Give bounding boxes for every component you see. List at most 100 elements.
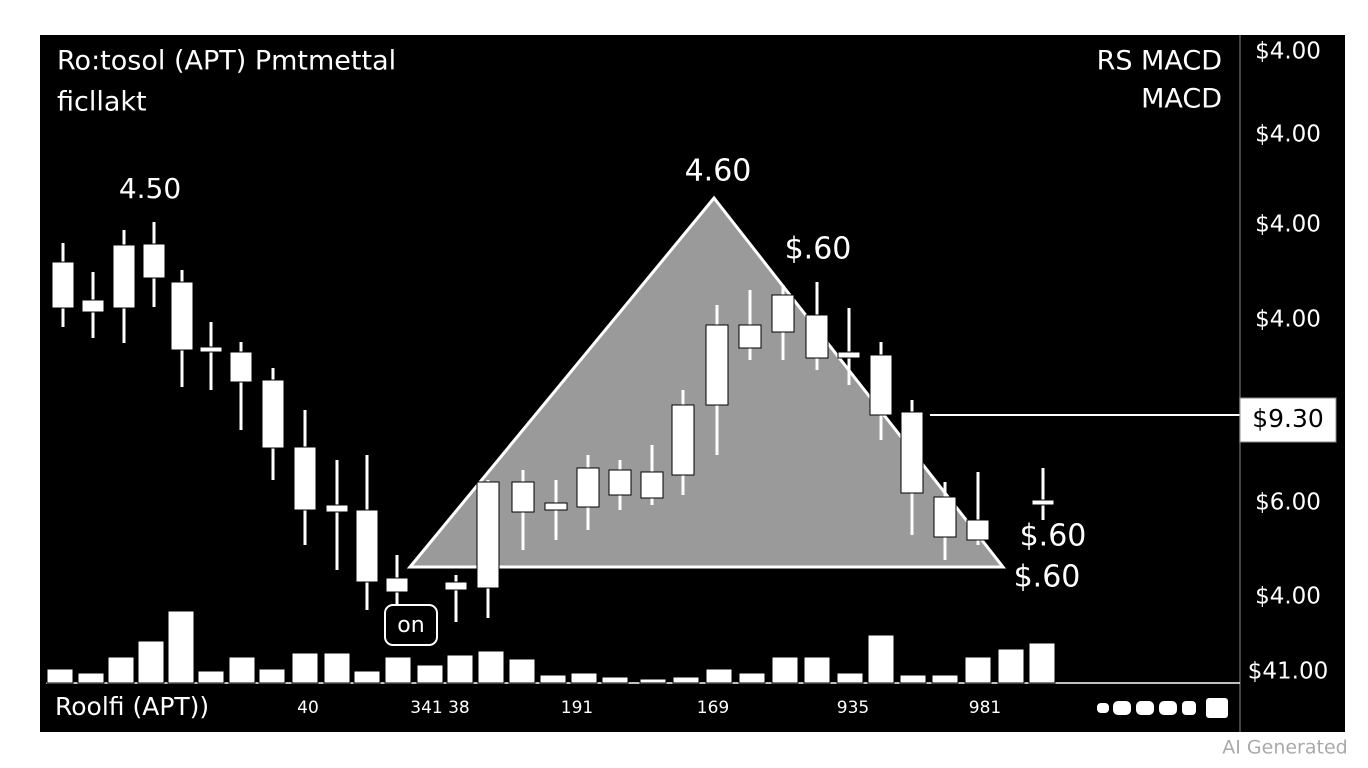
- annotation: $.60: [785, 232, 852, 267]
- candle-body: [81, 299, 105, 313]
- candle-body: [142, 243, 166, 279]
- volume-bar: [228, 656, 256, 684]
- x-label: 40: [297, 698, 319, 718]
- volume-bar: [803, 656, 831, 684]
- icon: [1159, 701, 1177, 715]
- annotation: 4.60: [685, 154, 752, 189]
- candle-body: [805, 314, 829, 359]
- volume-bar: [771, 656, 799, 684]
- price-label: $4.00: [1255, 584, 1321, 610]
- price-label: $4.00: [1255, 122, 1321, 148]
- candle-body: [869, 354, 893, 416]
- badge-box: [384, 604, 438, 646]
- volume-bar: [291, 652, 319, 684]
- volume-bar: [705, 668, 733, 684]
- candle-body: [837, 351, 861, 359]
- candle-body: [261, 379, 285, 449]
- price-axis: $4.00 $4.00 $4.00 $4.00 $9.30 $6.00 $4.00 $41.0…: [1248, 39, 1328, 685]
- volume-bar: [931, 674, 959, 684]
- volume-bar: [964, 656, 992, 684]
- price-label: $6.00: [1255, 490, 1321, 516]
- watermark: AI Generated: [1222, 737, 1347, 759]
- x-label: 169: [697, 698, 729, 718]
- volume-bar: [672, 676, 700, 684]
- volume-bar: [107, 656, 135, 684]
- volume-bar: [477, 650, 505, 684]
- volume-bars: [46, 610, 1056, 684]
- candle-body: [544, 502, 568, 511]
- volume-bar: [508, 658, 536, 684]
- x-label: 191: [561, 698, 593, 718]
- candle-body: [671, 404, 695, 476]
- icon: [1097, 703, 1109, 713]
- candle-body: [705, 324, 729, 406]
- candle-body: [933, 496, 957, 538]
- candle-body: [444, 581, 468, 591]
- volume-bar: [836, 672, 864, 684]
- candle-body: [476, 481, 500, 589]
- volume-bar: [167, 610, 195, 684]
- icon: [1113, 701, 1131, 715]
- volume-bar: [77, 672, 105, 684]
- volume-bar: [137, 640, 165, 684]
- volume-bar: [738, 672, 766, 684]
- price-label: $9.30: [1252, 404, 1324, 433]
- volume-bar: [46, 668, 74, 684]
- candle-body: [640, 471, 664, 499]
- volume-bar: [899, 674, 927, 684]
- volume-bar: [323, 652, 351, 684]
- volume-bar: [539, 674, 567, 684]
- volume-bar: [197, 670, 225, 684]
- volume-bar: [384, 656, 412, 684]
- candle-body: [325, 504, 349, 513]
- icon: [1136, 701, 1154, 715]
- volume-bar: [639, 678, 667, 684]
- price-label: $4.00: [1255, 39, 1321, 65]
- candle-body: [385, 577, 409, 593]
- candle-body: [771, 294, 795, 333]
- price-label: $4.00: [1255, 307, 1321, 333]
- indicator: MACD: [1141, 84, 1222, 115]
- candle-body: [900, 411, 924, 494]
- candle-body: [355, 509, 379, 583]
- x-label: 935: [837, 698, 869, 718]
- volume-bar: [446, 654, 474, 684]
- candle-body: [576, 467, 600, 508]
- volume-bar: [416, 664, 444, 684]
- candle-body: [51, 261, 75, 309]
- x-label: 341 38: [410, 698, 469, 718]
- subtitle: ficllakt: [57, 87, 147, 118]
- candle-body: [112, 244, 136, 309]
- candle-body: [1031, 499, 1055, 506]
- x-labels: 40 341 38 191 169 935 981: [297, 698, 1001, 718]
- annotation: $.60: [1020, 519, 1087, 554]
- candle-body: [229, 351, 253, 383]
- price-label: $4.00: [1255, 212, 1321, 238]
- candle-body: [608, 469, 632, 496]
- x-label: 981: [969, 698, 1001, 718]
- title: Ro:tosol (APT) Pmtmettal: [57, 46, 396, 77]
- volume-bar: [258, 668, 286, 684]
- indicator: RS MACD: [1097, 46, 1222, 77]
- candle-body: [170, 281, 194, 351]
- annotation: $.60: [1014, 560, 1081, 595]
- annotation: 4.50: [119, 172, 181, 205]
- volume-bar: [1028, 642, 1056, 684]
- volume-bar: [997, 648, 1025, 684]
- candle-body: [293, 446, 317, 511]
- candle-body: [966, 519, 990, 541]
- toolbar-icons: [1097, 698, 1228, 718]
- candle-body: [199, 346, 223, 353]
- volume-bar: [570, 672, 598, 684]
- footer-title: Roolfi (APT)): [55, 692, 209, 721]
- candles: [51, 222, 1055, 622]
- price-box: [1239, 397, 1337, 443]
- icon: [1182, 701, 1196, 715]
- candle-body: [738, 324, 762, 349]
- volume-bar: [867, 634, 895, 684]
- badge: on: [397, 613, 424, 638]
- price-label: $41.00: [1248, 659, 1328, 685]
- volume-bar: [601, 676, 629, 684]
